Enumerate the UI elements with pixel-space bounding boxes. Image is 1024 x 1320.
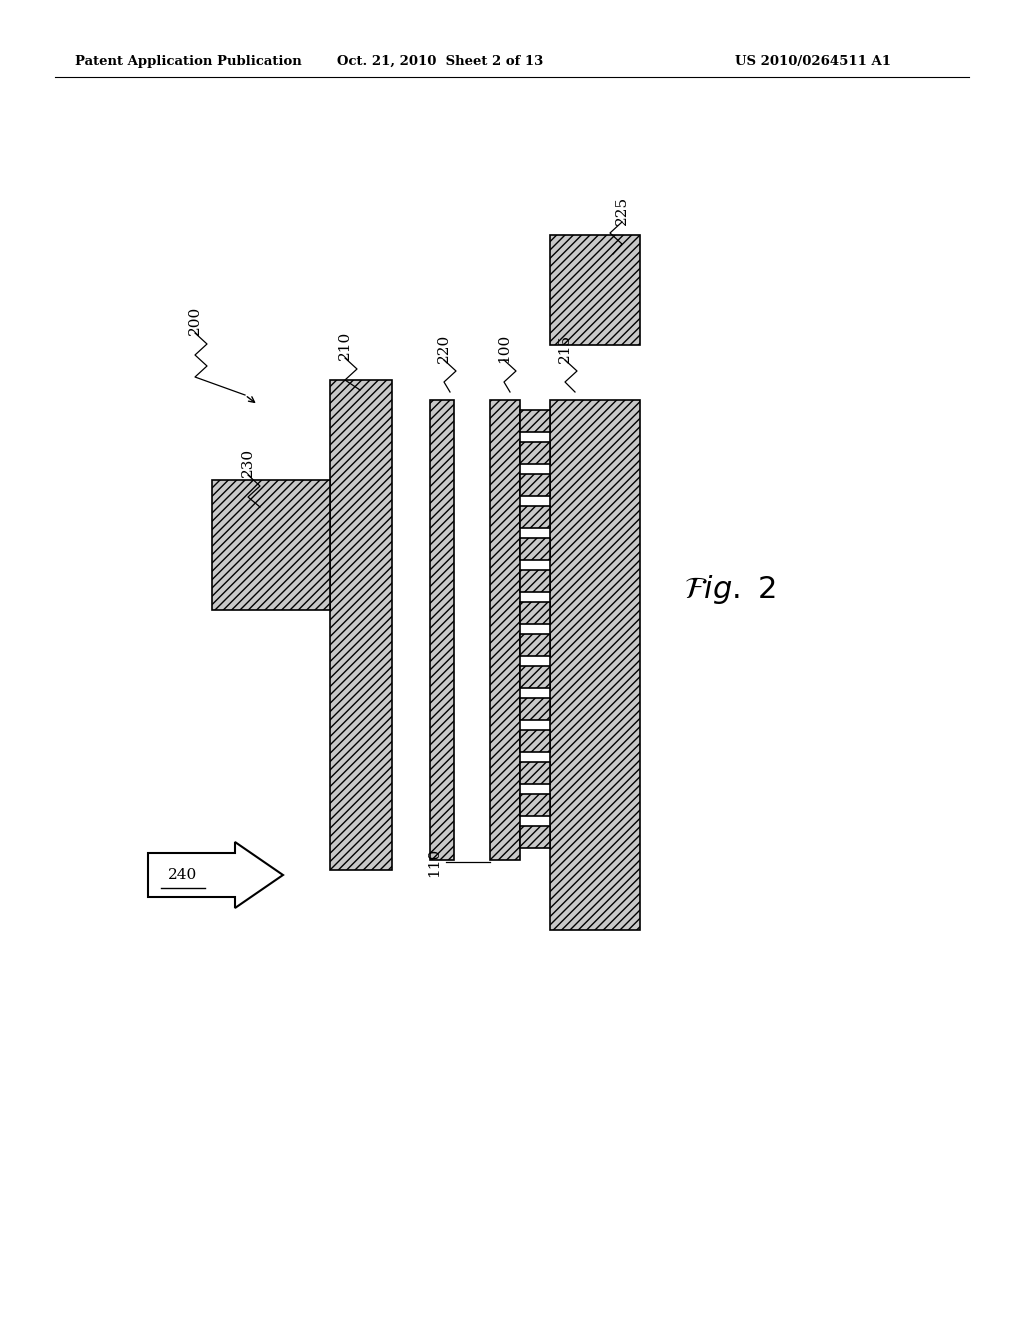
Bar xyxy=(520,539,550,560)
Text: $\mathcal{F}$$\it{ig.\ 2}$: $\mathcal{F}$$\it{ig.\ 2}$ xyxy=(684,573,776,606)
Text: 220: 220 xyxy=(437,334,451,363)
Bar xyxy=(430,400,454,861)
Bar xyxy=(520,506,550,528)
Bar xyxy=(520,730,550,752)
FancyArrow shape xyxy=(148,842,283,908)
Bar xyxy=(520,442,550,465)
Bar xyxy=(212,480,330,610)
Bar xyxy=(490,400,520,861)
Bar xyxy=(520,570,550,591)
Bar xyxy=(520,762,550,784)
Text: 100: 100 xyxy=(497,334,511,363)
Text: Oct. 21, 2010  Sheet 2 of 13: Oct. 21, 2010 Sheet 2 of 13 xyxy=(337,55,544,69)
Text: 215: 215 xyxy=(558,334,572,363)
Bar xyxy=(520,667,550,688)
Bar xyxy=(550,400,640,931)
Text: Patent Application Publication: Patent Application Publication xyxy=(75,55,302,69)
Text: 230: 230 xyxy=(241,447,255,477)
Bar xyxy=(330,380,392,870)
Text: 210: 210 xyxy=(338,330,352,359)
Bar xyxy=(520,411,550,432)
Text: 240: 240 xyxy=(168,869,198,882)
Bar xyxy=(550,235,640,345)
Text: 225: 225 xyxy=(615,195,629,224)
Bar xyxy=(520,826,550,847)
Text: 200: 200 xyxy=(188,305,202,335)
Bar xyxy=(520,602,550,624)
Text: US 2010/0264511 A1: US 2010/0264511 A1 xyxy=(735,55,891,69)
Bar xyxy=(520,698,550,719)
Bar xyxy=(520,795,550,816)
Bar xyxy=(520,474,550,496)
Bar xyxy=(520,634,550,656)
Text: 110: 110 xyxy=(427,847,441,876)
